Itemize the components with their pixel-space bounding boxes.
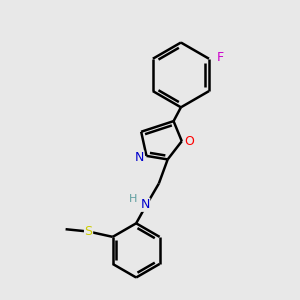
- Text: O: O: [184, 135, 194, 148]
- Text: S: S: [85, 225, 93, 238]
- Text: N: N: [134, 151, 144, 164]
- Text: H: H: [129, 194, 137, 204]
- Text: F: F: [217, 51, 224, 64]
- Text: N: N: [140, 198, 150, 211]
